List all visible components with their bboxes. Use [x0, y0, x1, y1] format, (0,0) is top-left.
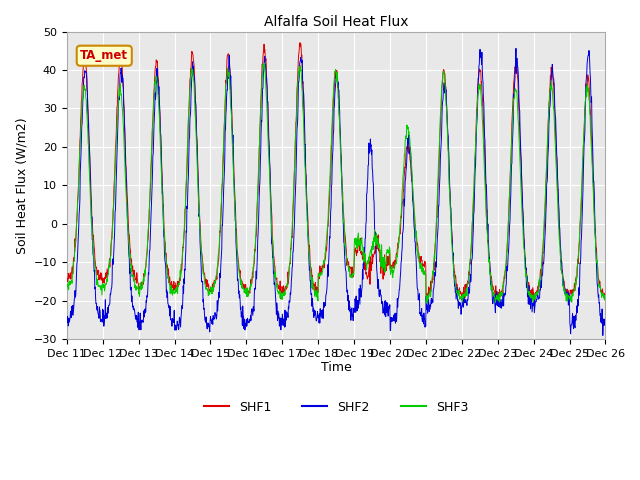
Y-axis label: Soil Heat Flux (W/m2): Soil Heat Flux (W/m2) [15, 117, 28, 253]
Text: TA_met: TA_met [80, 49, 128, 62]
Title: Alfalfa Soil Heat Flux: Alfalfa Soil Heat Flux [264, 15, 408, 29]
X-axis label: Time: Time [321, 361, 351, 374]
Legend: SHF1, SHF2, SHF3: SHF1, SHF2, SHF3 [199, 396, 474, 419]
